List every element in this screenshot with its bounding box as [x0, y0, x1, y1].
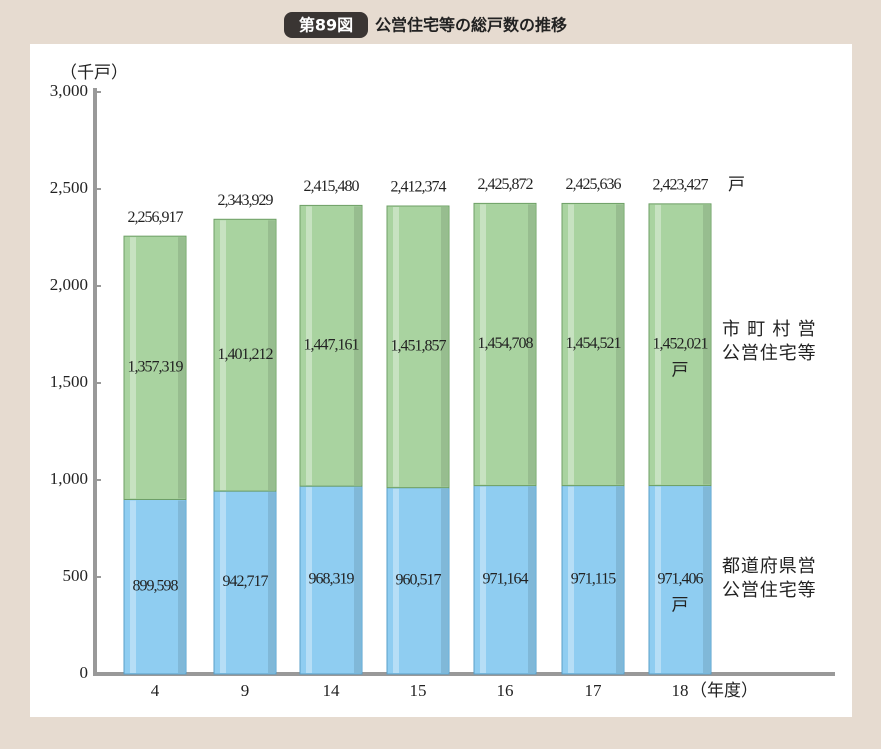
bar-highlight: [655, 204, 661, 485]
bar-shade: [528, 486, 535, 673]
legend-label: 市町村営 公営住宅等: [722, 319, 816, 365]
title-badge: 第89図: [299, 16, 353, 35]
bar-segment: [299, 485, 363, 675]
x-tick-label: 16: [497, 681, 514, 700]
unit-label: 戸: [728, 175, 745, 194]
y-tick-label: 0: [80, 663, 89, 682]
bar-segment: [213, 490, 277, 675]
value-label: 1,454,708: [478, 335, 534, 352]
total-label: 2,412,374: [391, 179, 447, 196]
legend-entry: 都道府県営 公営住宅等: [722, 556, 816, 602]
value-label: 1,401,212: [218, 346, 274, 363]
title-badge-bg: [284, 12, 368, 38]
bar-highlight: [393, 488, 399, 673]
total-label: 2,415,480: [304, 178, 360, 195]
bar-shade: [354, 487, 361, 673]
bar-segment: [213, 218, 277, 492]
bar-highlight: [655, 486, 661, 673]
x-tick-label: 14: [323, 681, 341, 700]
x-tick-label: 4: [151, 681, 160, 700]
value-label: 971,115: [571, 570, 616, 587]
bar-highlight: [130, 500, 136, 673]
bar-segment: [473, 202, 537, 487]
x-tick-label: 15: [410, 681, 427, 700]
value-label: 1,454,521: [566, 335, 622, 352]
total-label: 2,256,917: [128, 209, 184, 226]
bar-shade: [354, 206, 361, 486]
bar-shade: [616, 486, 623, 673]
bar-shade: [703, 204, 710, 485]
bar-highlight: [393, 206, 399, 487]
bar-shade: [441, 206, 448, 487]
bar-highlight: [306, 487, 312, 673]
bar-highlight: [220, 492, 226, 673]
x-tick-label: 9: [241, 681, 250, 700]
bar-segment: [561, 485, 625, 675]
value-label: 1,452,021: [653, 335, 709, 352]
value-label: 899,598: [133, 577, 179, 594]
bar-segment: [648, 485, 712, 675]
bar-highlight: [306, 206, 312, 486]
value-label: 971,406: [658, 570, 704, 587]
value-label: 968,319: [309, 571, 355, 588]
bar-highlight: [130, 237, 136, 499]
total-label: 2,423,427: [653, 177, 709, 194]
y-tick-label: 500: [63, 566, 89, 585]
bar-highlight: [568, 486, 574, 673]
bar-segment: [386, 487, 450, 675]
value-label: 1,451,857: [391, 338, 447, 355]
total-label: 2,343,929: [218, 192, 274, 209]
y-axis-label: （千戸）: [60, 63, 128, 82]
total-label: 2,425,636: [566, 176, 622, 193]
bar-segment: [561, 202, 625, 487]
bar-segment: [299, 204, 363, 487]
y-tick-label: 1,000: [50, 469, 88, 488]
bar-shade: [268, 492, 275, 673]
bar-highlight: [480, 204, 486, 485]
value-label: 1,447,161: [304, 336, 360, 353]
x-tick-label: 18: [672, 681, 689, 700]
bar-highlight: [220, 220, 226, 491]
bar-highlight: [568, 204, 574, 485]
bar-shade: [441, 488, 448, 673]
bar-shade: [703, 486, 710, 673]
y-tick-label: 3,000: [50, 81, 88, 100]
chart-title: 公営住宅等の総戸数の推移: [375, 16, 567, 35]
value-label: 1,357,319: [128, 358, 184, 375]
bar-shade: [178, 237, 185, 499]
bar-shade: [528, 204, 535, 485]
x-tick-label: 17: [585, 681, 603, 700]
bar-segment: [123, 235, 187, 500]
bar-highlight: [480, 486, 486, 673]
x-axis-label: （年度）: [690, 681, 758, 700]
y-tick-label: 2,000: [50, 275, 88, 294]
value-label: 942,717: [223, 573, 269, 590]
legend-entry: 市町村営 公営住宅等: [722, 319, 816, 365]
y-tick-label: 1,500: [50, 372, 88, 391]
total-label: 2,425,872: [478, 176, 534, 193]
bar-shade: [616, 204, 623, 485]
value-label: 960,517: [396, 572, 442, 589]
value-label: 971,164: [483, 570, 529, 587]
bar-shade: [178, 500, 185, 673]
unit-label: 戸: [672, 361, 689, 380]
bar-segment: [386, 205, 450, 489]
bar-shade: [268, 220, 275, 491]
bar-segment: [648, 203, 712, 487]
unit-label: 戸: [672, 596, 689, 615]
legend-label: 都道府県営 公営住宅等: [722, 556, 816, 602]
y-tick-label: 2,500: [50, 178, 88, 197]
